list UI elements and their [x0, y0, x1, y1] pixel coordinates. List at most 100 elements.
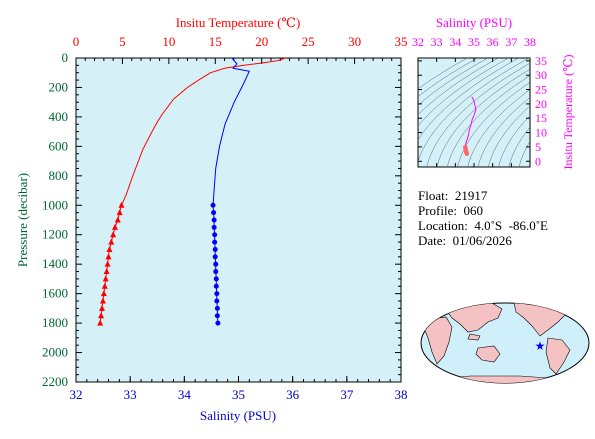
temperature-tick-label: 25 [302, 34, 315, 49]
profile-plot-area [75, 57, 402, 383]
temperature-point [118, 201, 125, 208]
ts-profile-line [464, 96, 477, 147]
ts-temperature-tick-label: 5 [535, 140, 541, 154]
ts-temperature-tick-label: 20 [535, 97, 547, 111]
profile-series [97, 57, 286, 326]
temperature-point [106, 245, 113, 252]
ts-salinity-tick-label: 35 [468, 35, 480, 49]
pressure-tick-label: 1800 [42, 315, 68, 330]
temperature-tick-label: 15 [209, 34, 222, 49]
salinity-point [214, 291, 220, 297]
ts-temperature-tick-label: 25 [535, 83, 547, 97]
pressure-tick-label: 0 [62, 50, 69, 65]
pressure-tick-label: 400 [49, 109, 69, 124]
temperature-point [100, 290, 107, 297]
salinity-point [214, 298, 220, 304]
europe-landmass [425, 303, 453, 317]
profile-axis-ticks: 0 5 10 15 20 25 30 35 32 33 34 35 36 37 38 0 200 400 600 80… [42, 34, 408, 402]
pressure-tick-label: 200 [49, 79, 69, 94]
salinity-point [213, 261, 219, 267]
ts-profile [463, 96, 477, 157]
world-map: ★ [420, 302, 590, 384]
salinity-axis-title: Salinity (PSU) [200, 408, 276, 423]
temperature-point [103, 268, 110, 275]
ts-deep-point [464, 151, 470, 157]
ts-temperature-tick-label: 15 [535, 111, 547, 125]
float-info-panel: Float: 21917 Profile: 060 Location: 4.0˚… [418, 188, 548, 248]
ts-temperature-tick-label: 30 [535, 68, 547, 82]
ts-salinity-tick-label: 36 [487, 35, 499, 49]
temperature-axis-title: Insitu Temperature (℃) [176, 15, 301, 30]
salinity-point [214, 313, 220, 319]
density-contour [426, 62, 530, 167]
pressure-tick-label: 1400 [42, 256, 68, 271]
density-contour [418, 58, 530, 163]
salinity-point [212, 254, 218, 260]
temperature-point [116, 209, 123, 216]
salinity-tick-label: 36 [286, 387, 300, 402]
float-location-marker: ★ [535, 339, 546, 353]
salinity-point [214, 305, 220, 311]
salinity-point [213, 276, 219, 282]
africa-landmass [423, 316, 453, 365]
float-location: Location: 4.0˚S -86.0˚E [418, 218, 548, 233]
temperature-tick-label: 5 [119, 34, 126, 49]
temperature-tick-label: 20 [255, 34, 268, 49]
ts-temperature-tick-label: 35 [535, 54, 547, 68]
density-contour [418, 58, 489, 106]
salinity-tick-label: 35 [232, 387, 245, 402]
pressure-tick-label: 1200 [42, 227, 68, 242]
ts-salinity-tick-label: 37 [505, 35, 517, 49]
density-contour [418, 58, 468, 90]
ts-salinity-tick-label: 34 [449, 35, 461, 49]
pressure-tick-label: 1000 [42, 197, 68, 212]
pressure-tick-label: 600 [49, 138, 69, 153]
temperature-point [105, 253, 112, 260]
salinity-tick-label: 32 [70, 387, 83, 402]
temperature-tick-label: 35 [395, 34, 408, 49]
salinity-point [213, 283, 219, 289]
temperature-point [98, 312, 105, 319]
density-contour [418, 58, 520, 141]
ts-temperature-axis-title: Insitu Temperature (℃) [561, 55, 575, 170]
temperature-point [99, 304, 105, 311]
australia-landmass [475, 345, 501, 363]
salinity-point [215, 320, 221, 326]
density-contour [498, 115, 530, 167]
pressure-axis-title: Pressure (decibar) [15, 173, 30, 267]
temperature-tick-label: 10 [162, 34, 175, 49]
pressure-tick-label: 1600 [42, 286, 68, 301]
temperature-tick-label: 0 [73, 34, 80, 49]
temperature-point [110, 231, 117, 238]
profile-plot: 0 5 10 15 20 25 30 35 32 33 34 35 36 37 38 0 200 400 600 80… [15, 15, 408, 423]
ts-title: Salinity (PSU) [436, 15, 512, 30]
density-contour [418, 58, 499, 116]
ts-salinity-tick-label: 38 [524, 35, 536, 49]
salinity-point [211, 210, 217, 216]
density-contour [446, 75, 530, 167]
salinity-point [210, 202, 216, 208]
salinity-point [211, 217, 217, 223]
density-contour [418, 58, 479, 98]
pressure-tick-label: 800 [49, 168, 69, 183]
salinity-point [212, 246, 218, 252]
temperature-point [97, 319, 104, 326]
profile-date: Date: 01/06/2026 [418, 233, 512, 248]
pressure-tick-label: 2000 [42, 345, 68, 360]
temperature-tick-label: 30 [348, 34, 361, 49]
pressure-tick-label: 2200 [42, 374, 68, 389]
ts-plot-area [417, 57, 531, 168]
density-contour [436, 68, 530, 167]
salinity-point [212, 239, 218, 245]
temperature-point [104, 260, 111, 267]
temperature-point [99, 297, 106, 304]
density-contour [487, 105, 530, 167]
south-america-landmass [545, 337, 571, 375]
salinity-point [212, 232, 218, 238]
temperature-point [112, 223, 118, 230]
ts-salinity-tick-label: 33 [431, 35, 443, 49]
temperature-point [114, 216, 121, 223]
